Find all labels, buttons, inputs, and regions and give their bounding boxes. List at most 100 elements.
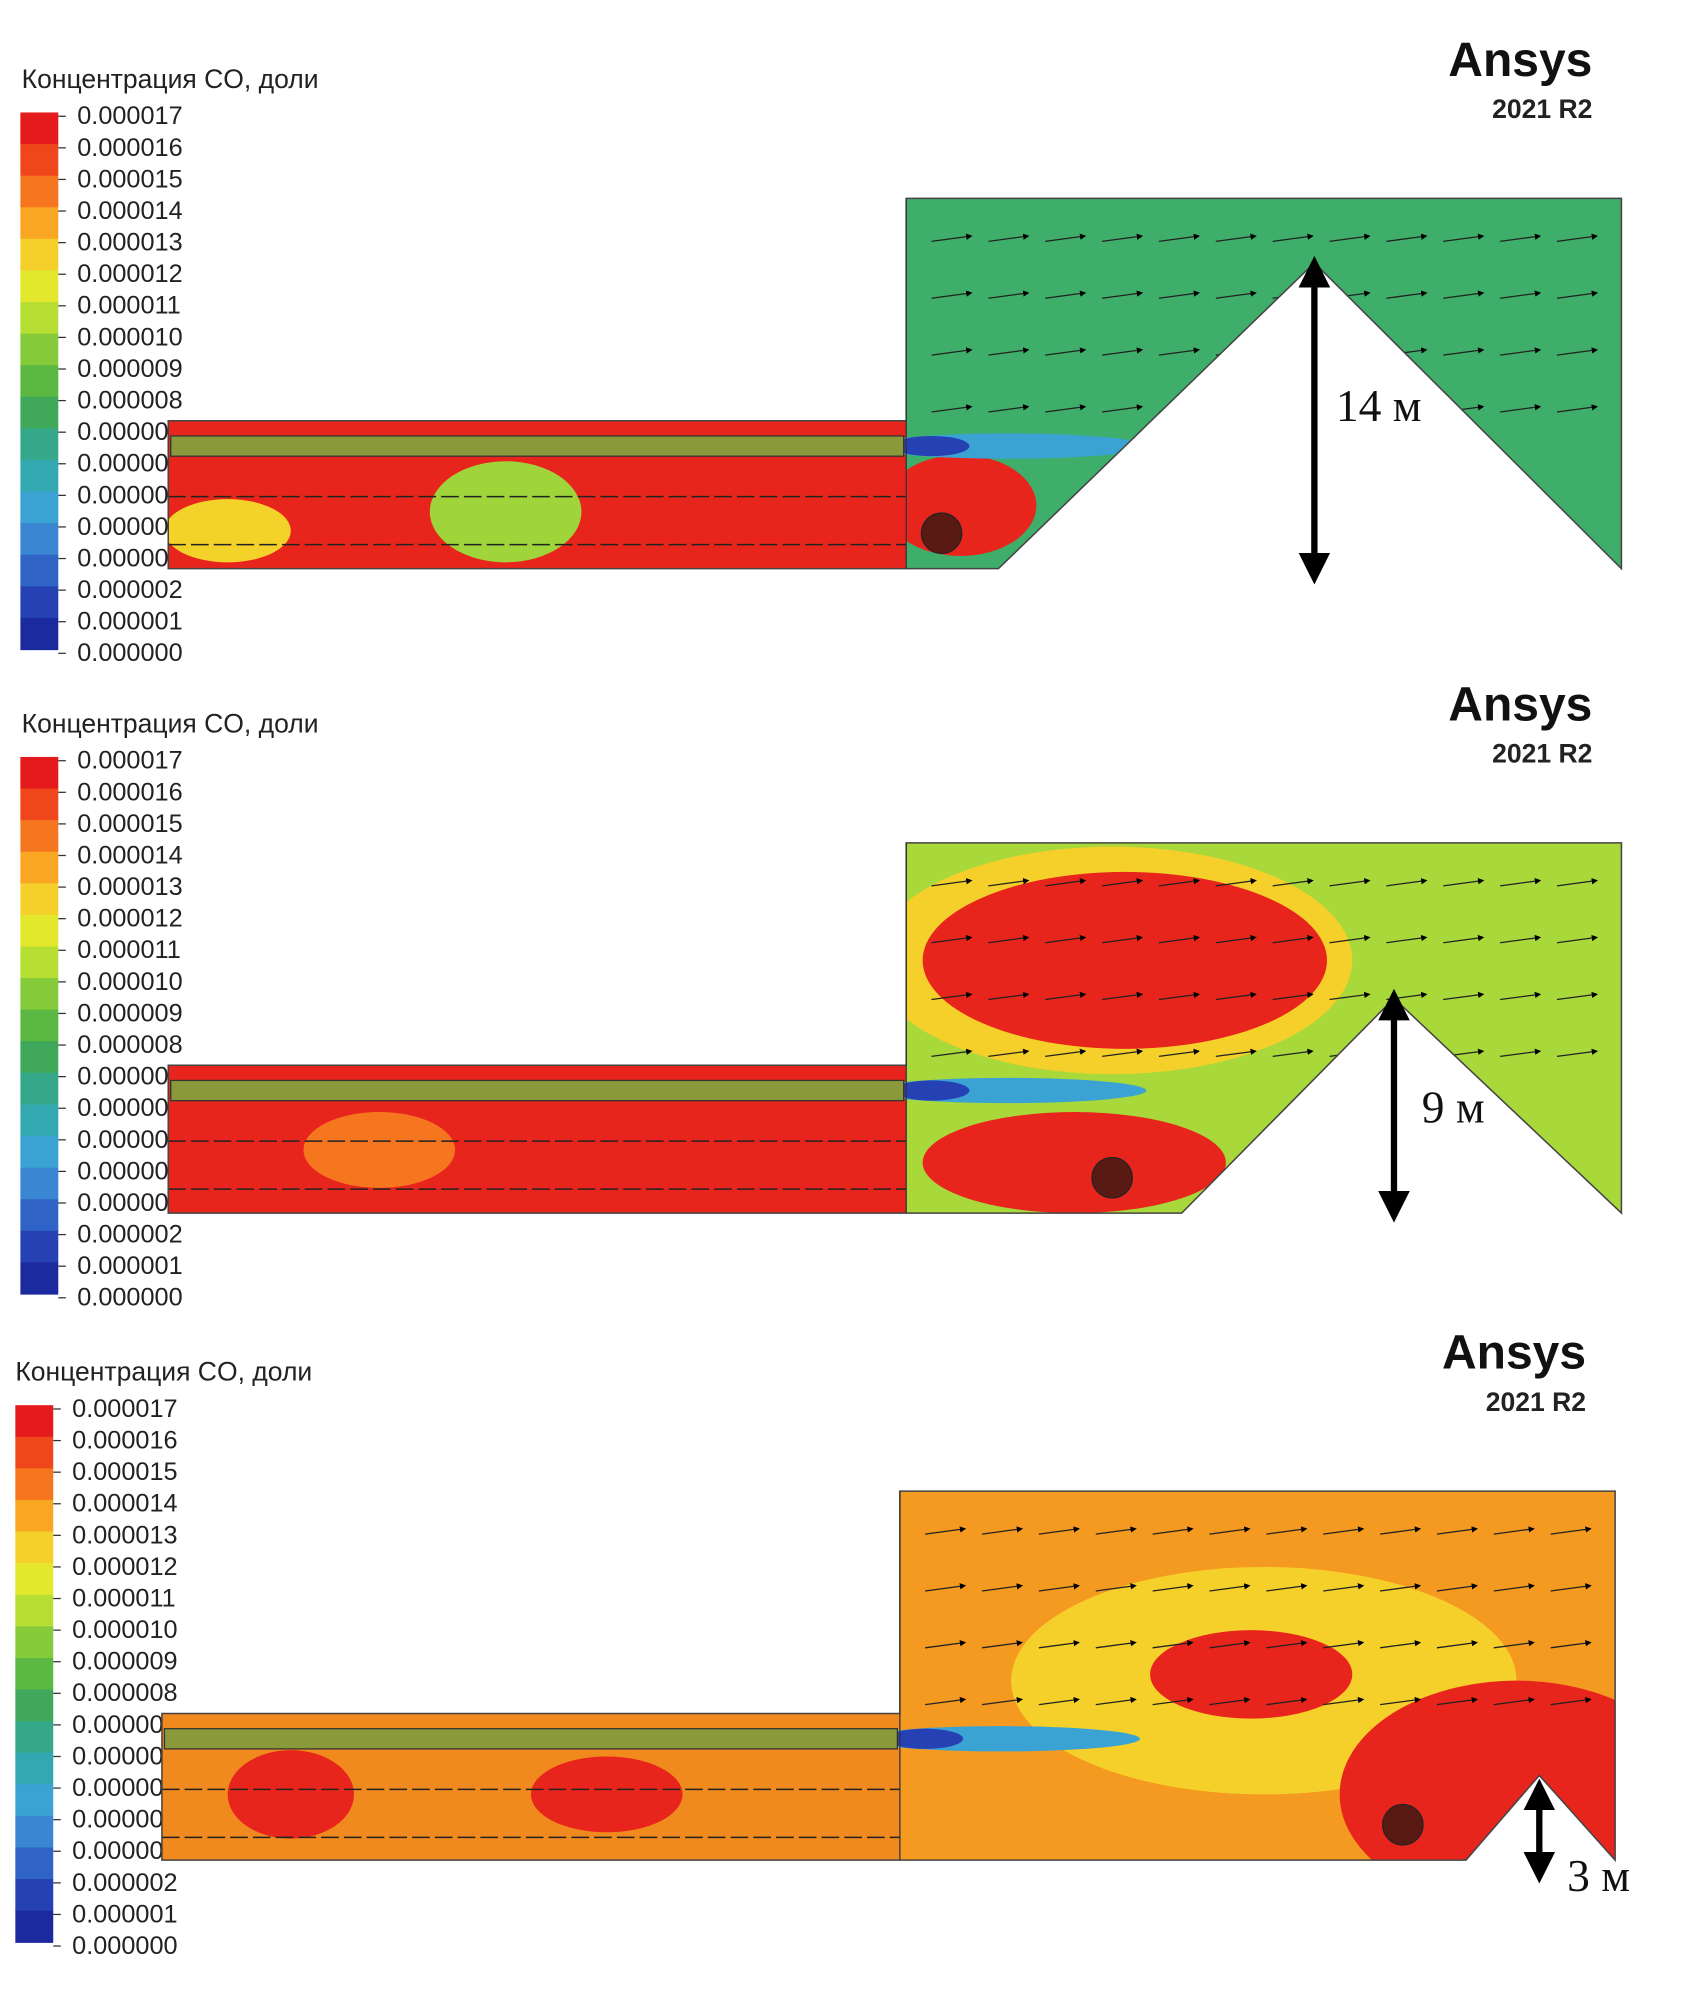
velocity-vector	[931, 290, 973, 299]
legend-band	[20, 396, 59, 430]
velocity-vector	[1095, 1526, 1137, 1535]
velocity-vector	[1556, 1048, 1599, 1058]
velocity-vector	[981, 1526, 1024, 1535]
velocity-vector	[1209, 1696, 1251, 1706]
legend-band	[20, 756, 59, 790]
legend-label: 0.000009	[77, 355, 182, 383]
legend-band	[20, 978, 59, 1011]
velocity-vector	[1556, 347, 1599, 356]
legend-band	[15, 1752, 54, 1785]
velocity-vector	[1443, 878, 1485, 887]
legend-label: 0.000014	[77, 197, 182, 225]
velocity-vector	[1266, 1526, 1308, 1535]
velocity-vector	[1095, 1583, 1137, 1592]
dimension-label: 3 м	[1567, 1850, 1630, 1901]
legend-label: 0.000008	[77, 1031, 182, 1059]
legend-band	[20, 333, 59, 366]
velocity-vector	[1493, 1696, 1535, 1706]
legend-label: 0.000004	[77, 513, 182, 541]
velocity-vector	[1045, 404, 1087, 413]
legend-band	[20, 586, 59, 619]
velocity-vector	[988, 934, 1030, 944]
legend-label: 0.000003	[77, 544, 182, 572]
legend-label: 0.000000	[72, 1932, 177, 1960]
velocity-vector	[1556, 934, 1599, 944]
legend-label: 0.000015	[77, 810, 182, 838]
velocity-vector	[1272, 347, 1314, 356]
velocity-vector	[1045, 233, 1087, 242]
legend-label: 0.000010	[77, 323, 182, 351]
legend-band	[20, 302, 59, 335]
legend-band	[20, 238, 59, 272]
legend-band	[20, 1104, 59, 1137]
velocity-vector	[1209, 1526, 1251, 1535]
velocity-vector	[1101, 1048, 1144, 1058]
duct	[170, 1079, 905, 1102]
dimension-label: 9 м	[1422, 1081, 1485, 1132]
velocity-vector	[1158, 1048, 1200, 1058]
legend-label: 0.000016	[77, 778, 182, 806]
velocity-vector	[1550, 1526, 1592, 1535]
legend-label: 0.000014	[72, 1490, 177, 1518]
legend-label: 0.000006	[77, 450, 182, 478]
velocity-vector	[988, 1048, 1030, 1058]
velocity-vector	[1443, 991, 1485, 1001]
legend-label: 0.000008	[77, 387, 182, 415]
contour-domain	[168, 842, 1622, 1214]
legend-label: 0.000016	[77, 134, 182, 162]
velocity-vector	[1215, 878, 1257, 887]
legend-band	[15, 1436, 54, 1470]
velocity-vector	[1152, 1696, 1194, 1706]
legend-label: 0.000012	[77, 905, 182, 933]
velocity-vector	[931, 878, 973, 887]
velocity-vector	[1379, 1583, 1422, 1592]
jet	[893, 435, 970, 457]
legend-label: 0.000013	[72, 1521, 177, 1549]
legend-label: 0.000010	[72, 1616, 177, 1644]
legend-label: 0.000015	[77, 165, 182, 193]
velocity-vector	[1038, 1583, 1080, 1592]
legend-label: 0.000004	[77, 1157, 182, 1185]
legend-label: 0.000016	[72, 1427, 177, 1455]
velocity-vector	[1443, 290, 1485, 299]
legend-band	[15, 1405, 54, 1438]
velocity-vector	[1493, 1526, 1535, 1535]
velocity-vector	[1556, 404, 1599, 413]
velocity-vector	[1158, 878, 1200, 887]
velocity-vector	[981, 1583, 1024, 1592]
velocity-vector	[1500, 233, 1542, 242]
legend-band	[15, 1721, 54, 1754]
velocity-vector	[1101, 934, 1144, 944]
velocity-vector	[1215, 934, 1257, 944]
legend-band	[15, 1499, 54, 1533]
duct	[170, 435, 905, 457]
legend-label: 0.000005	[77, 1126, 182, 1154]
velocity-vector	[1266, 1640, 1308, 1649]
legend-band	[20, 1041, 59, 1074]
legend-label: 0.000009	[77, 999, 182, 1027]
legend-band	[15, 1847, 54, 1880]
velocity-vector	[1101, 991, 1144, 1001]
legend-label: 0.000007	[77, 1063, 182, 1091]
contour-blob	[922, 871, 1328, 1049]
velocity-vector	[1215, 233, 1257, 242]
velocity-vector	[1045, 878, 1087, 887]
velocity-vector	[1152, 1583, 1194, 1592]
velocity-vector	[1493, 1640, 1535, 1649]
velocity-vector	[1386, 290, 1428, 299]
velocity-vector	[1045, 934, 1087, 944]
legend-band	[20, 1009, 59, 1042]
legend-label: 0.000002	[72, 1869, 177, 1897]
velocity-vector	[1500, 1048, 1542, 1058]
legend-label: 0.000011	[77, 936, 181, 964]
panel: Концентрация CO, доли 0.000017 0.000016 0.0…	[15, 1327, 1630, 1960]
velocity-vector	[1556, 991, 1599, 1001]
legend-band	[20, 1167, 59, 1200]
velocity-vector	[1158, 991, 1200, 1001]
legend-band	[20, 365, 59, 398]
legend-band	[20, 1136, 59, 1169]
velocity-vector	[1152, 1640, 1194, 1649]
legend-label: 0.000007	[72, 1711, 177, 1739]
legend-band	[15, 1784, 54, 1817]
